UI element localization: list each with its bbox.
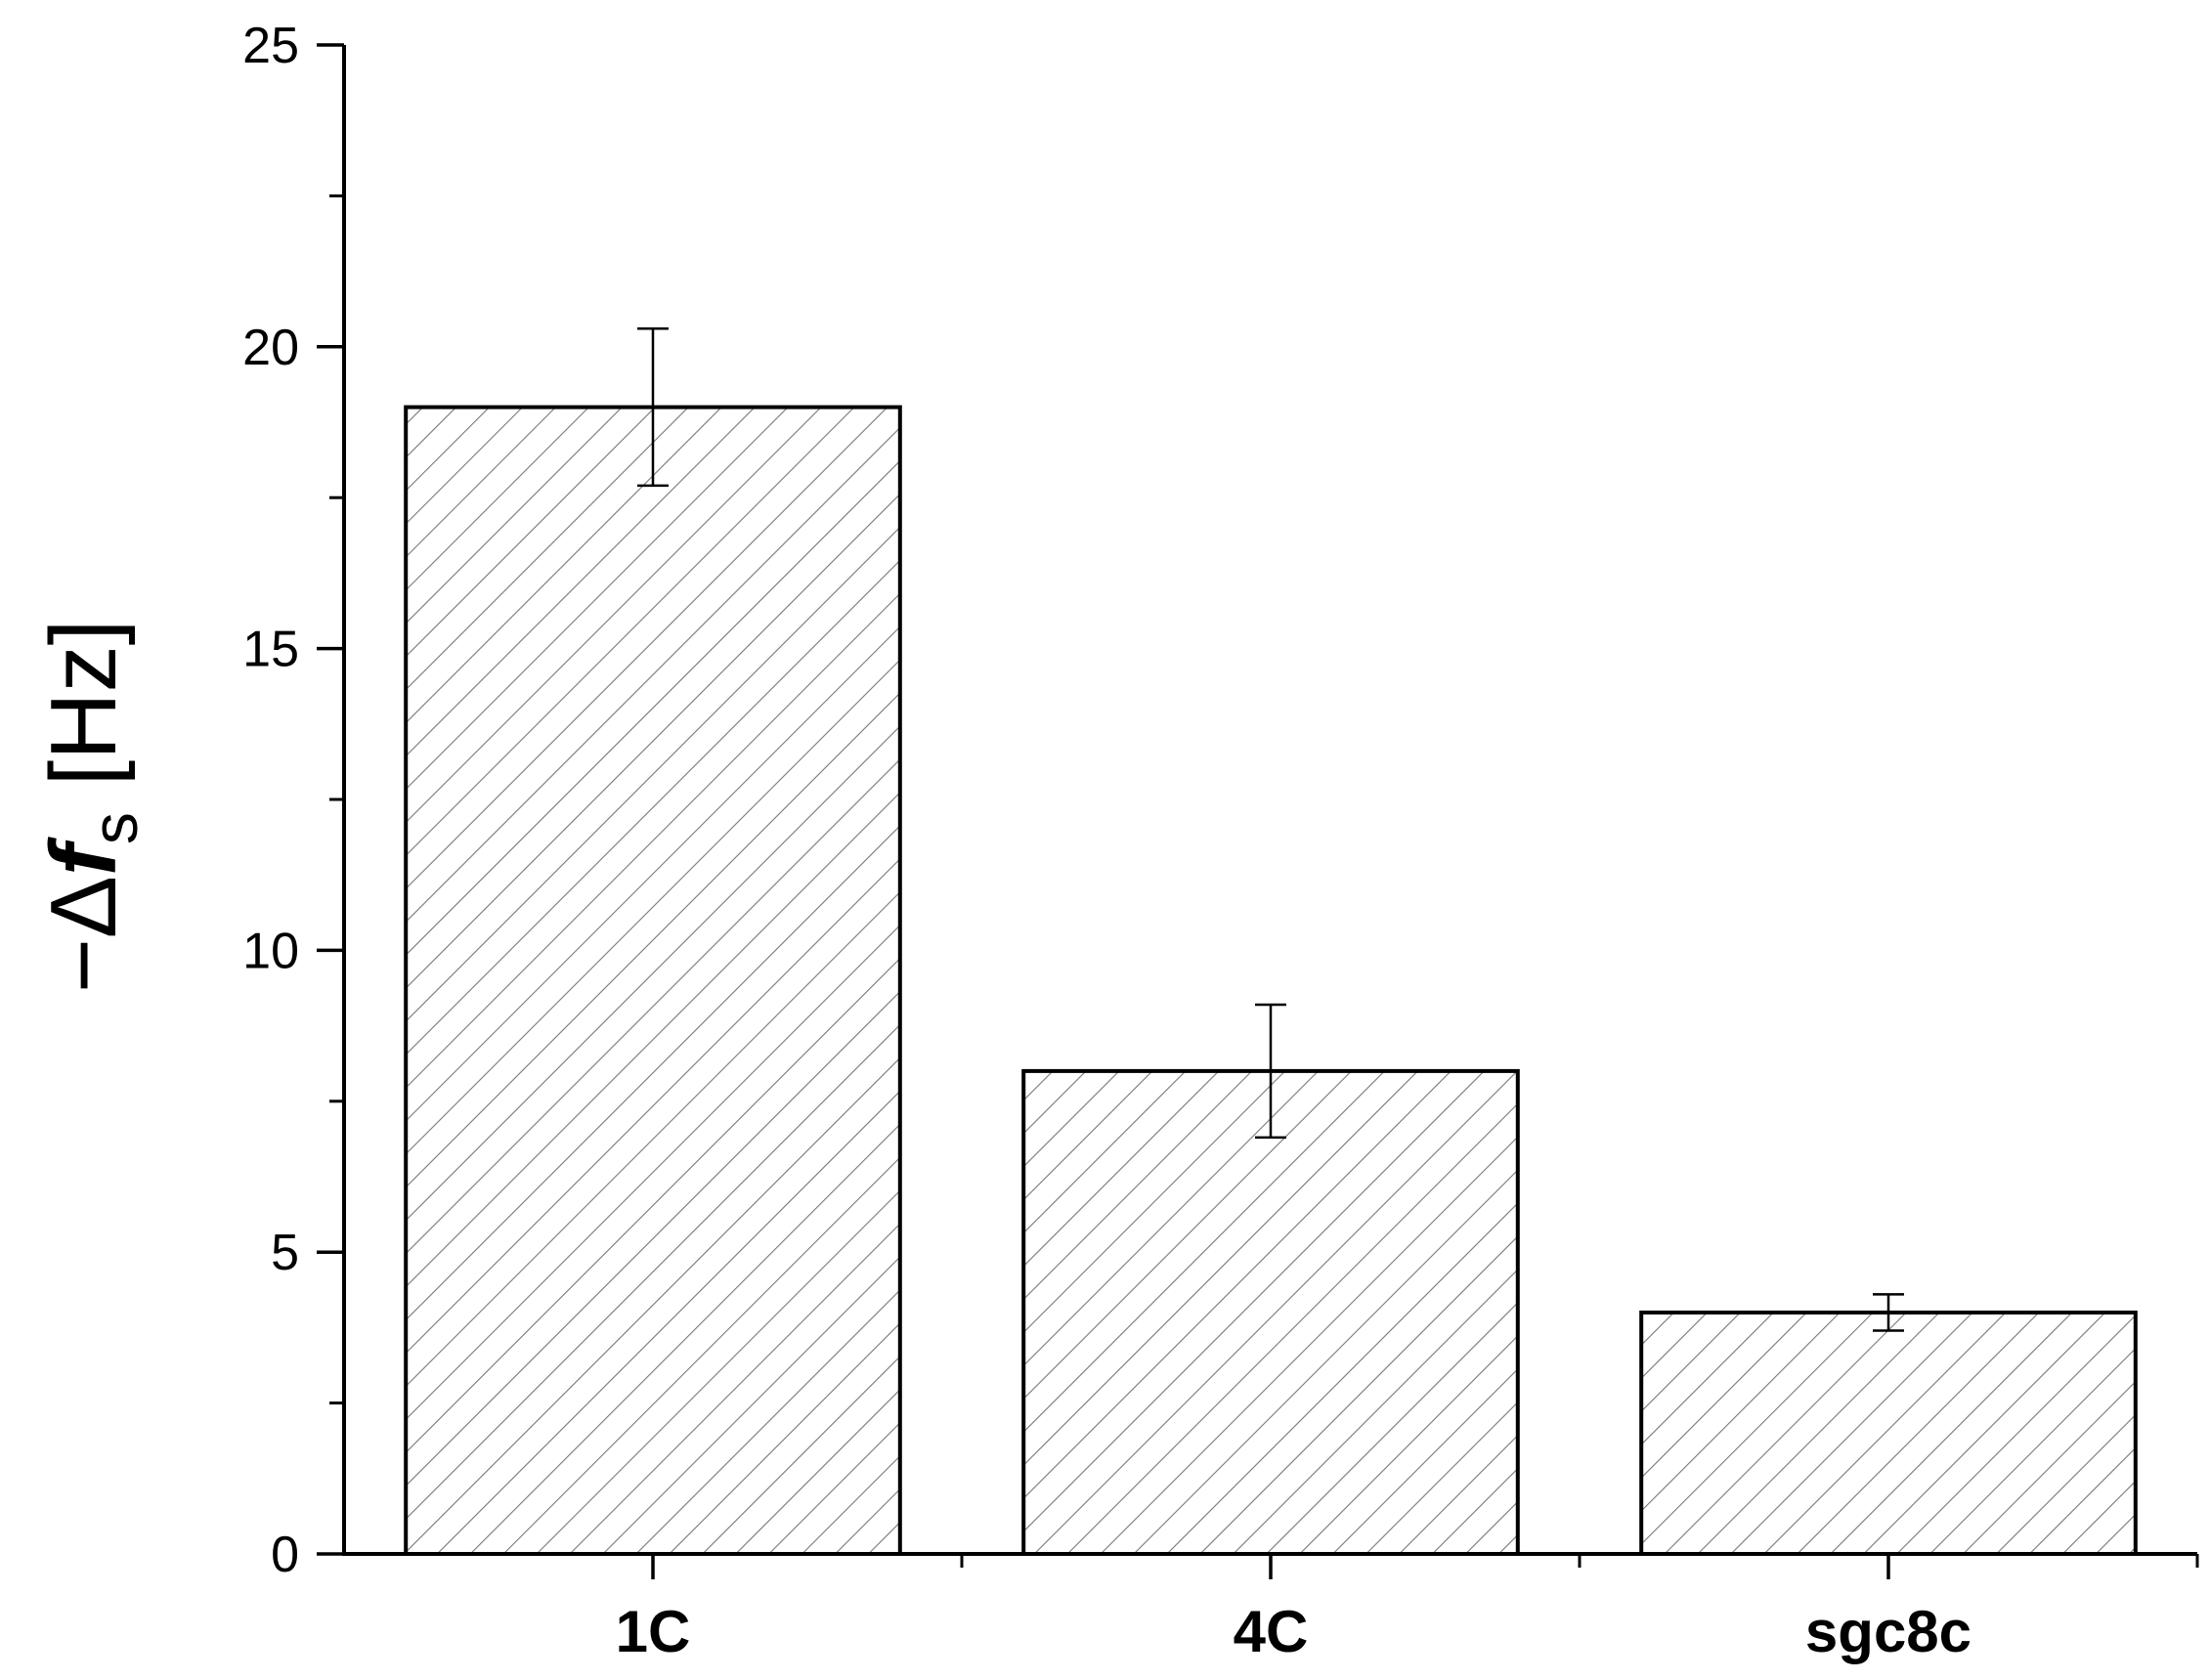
bar-4c bbox=[1021, 1068, 1520, 1557]
y-axis-title-prefix: −Δ bbox=[31, 876, 136, 993]
error-bar-1c bbox=[637, 327, 669, 488]
y-tick-label: 10 bbox=[242, 923, 299, 979]
y-tick-label: 0 bbox=[271, 1527, 299, 1583]
error-bar-4c bbox=[1255, 1003, 1286, 1140]
y-axis-title-unit: [Hz] bbox=[31, 620, 136, 812]
x-tick-label: 1C bbox=[616, 1599, 691, 1664]
x-tick-label: 4C bbox=[1234, 1599, 1309, 1664]
y-axis-title-subscript: s bbox=[78, 812, 151, 844]
y-tick-label: 5 bbox=[271, 1225, 299, 1281]
bars-group bbox=[404, 405, 2138, 1557]
bar-sgc8c bbox=[1639, 1311, 2138, 1556]
y-tick-label: 20 bbox=[242, 320, 299, 376]
error-bars-group bbox=[637, 327, 1904, 1332]
x-tick-label: sgc8c bbox=[1805, 1599, 1972, 1664]
error-bar-sgc8c bbox=[1873, 1293, 1904, 1332]
bar-1c bbox=[404, 405, 902, 1557]
y-tick-label: 25 bbox=[242, 18, 299, 74]
y-tick-label: 15 bbox=[242, 622, 299, 678]
y-axis-title: −Δfs [Hz] bbox=[31, 620, 151, 994]
axes-group: 0 5 10 15 20 25 1C 4C sgc8c bbox=[242, 18, 2199, 1664]
